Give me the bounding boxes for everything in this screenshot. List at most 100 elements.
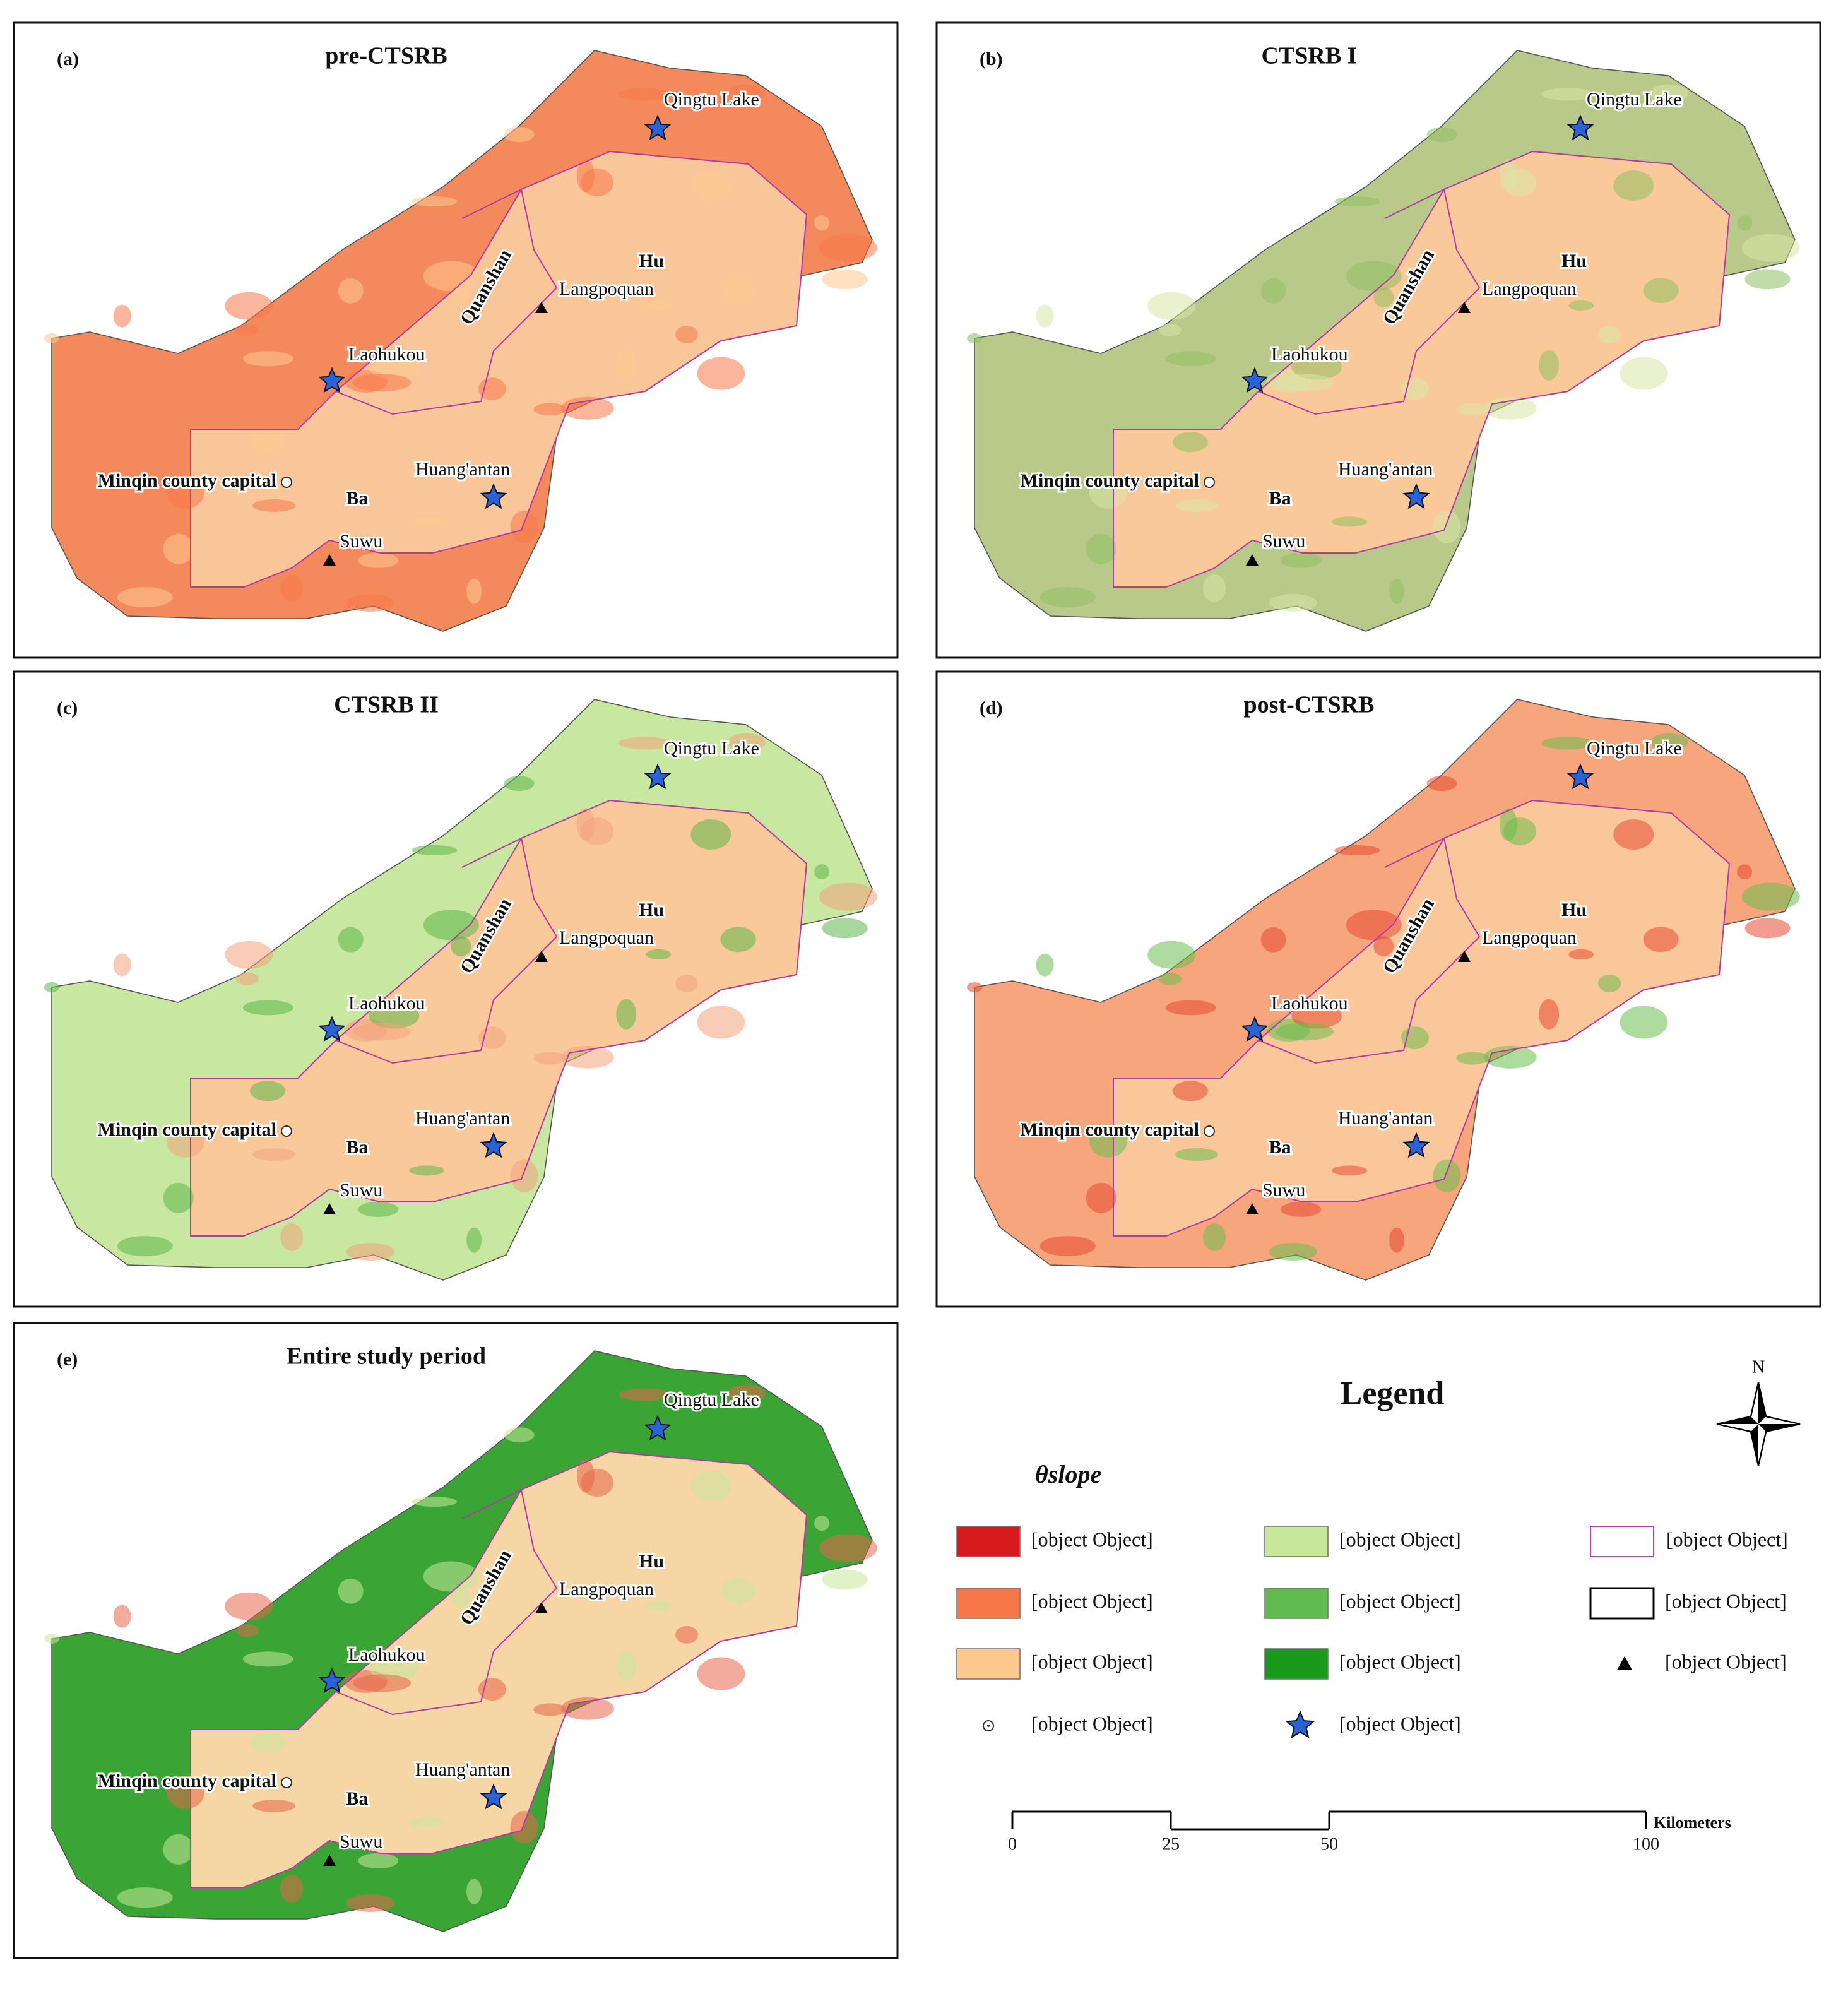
panel-label: (d) [980,698,1003,718]
legend-label: [object Object] [1339,1650,1461,1673]
place-label: Qingtu Lake [664,1389,759,1410]
irrigated-fill [1113,800,1729,1236]
texture-patch [1650,84,1688,102]
restoration-star [1241,1016,1269,1042]
irrigated-fill [1113,151,1729,587]
texture-patch [1456,1052,1490,1065]
texture-patch [235,323,259,336]
place-label: Qingtu Lake [1587,89,1682,110]
place-label: Laohukou [348,993,425,1014]
panel-title: CTSRB I [1262,43,1357,69]
legend-capital-dot [987,1725,990,1727]
texture-patch [1744,269,1791,290]
texture-patch [451,936,471,957]
texture-patch [1389,1227,1405,1253]
texture-patch [250,1081,286,1101]
region-label: Hu [1561,900,1587,920]
texture-patch [819,1534,877,1562]
texture-patch [967,982,982,992]
place-label: Qingtu Lake [1587,738,1682,759]
mountain [535,1602,548,1613]
texture-patch [358,552,399,568]
legend-mountain [1617,1656,1632,1670]
texture-patch [1426,776,1457,792]
texture-patch [412,1497,458,1507]
texture-patch [369,1003,420,1029]
texture-patch [619,737,672,750]
texture-patch [353,1023,412,1041]
scale-label: 0 [1008,1834,1017,1854]
texture-patch [1147,292,1196,320]
texture-patch [616,999,637,1030]
texture-patch [1173,1081,1209,1101]
map-panel: (e) Entire study period Qingtu Lake Hu Langp… [13,1322,899,1959]
mountain [1246,1203,1259,1214]
texture-patch [675,1625,699,1644]
texture-patch [727,84,766,102]
place-label: Langpoquan [1482,278,1577,299]
region-label: Ba [346,1137,368,1158]
texture-patch [1568,300,1594,311]
texture-patch [113,1605,131,1628]
scale-unit: Kilometers [1654,1814,1731,1832]
legend-swatch [1590,1526,1654,1557]
texture-patch [369,1654,420,1680]
texture-patch [1269,1242,1317,1261]
region-label: Ba [346,1788,368,1809]
texture-patch [1598,325,1621,343]
texture-patch [1373,287,1394,308]
place-label: Huang'antan [415,1759,510,1780]
panel-label: (a) [57,49,79,69]
legend-star [1285,1710,1315,1738]
texture-patch [619,88,672,101]
texture-patch [117,587,173,608]
texture-patch [225,292,273,320]
place-label: Huang'antan [415,1108,510,1129]
texture-patch [1620,357,1668,390]
texture-patch [1089,1124,1127,1158]
region-label: Hu [639,900,664,920]
region-label: Hu [1561,251,1587,271]
north-arrow-fill [1717,1382,1800,1466]
texture-patch [1203,1223,1226,1251]
texture-patch [533,1703,567,1716]
legend-swatch [1264,1588,1329,1619]
texture-patch [466,578,482,604]
restoration-star [480,1132,507,1158]
texture-patch [510,1159,538,1192]
texture-patch [814,215,830,231]
texture-patch [720,1578,756,1604]
texture-patch [44,982,59,992]
restoration-star [644,763,672,790]
region-label: Ba [346,488,368,509]
place-label: Suwu [340,531,382,552]
texture-patch [819,882,877,911]
texture-patch [1503,169,1537,197]
restoration-star [1567,114,1594,141]
quanshan-boundary [1258,188,1481,415]
texture-patch [697,1657,745,1690]
place-label: Langpoquan [559,1579,654,1600]
texture-patch [1089,475,1127,509]
region-label: Hu [639,1551,664,1572]
texture-patch [510,510,538,543]
irrigated-region [1113,799,1731,1237]
texture-patch [581,169,614,197]
texture-patch [581,817,614,846]
texture-patch [1291,354,1342,380]
texture-patch [346,593,394,612]
place-label: Qingtu Lake [664,89,759,110]
texture-patch [166,475,204,509]
texture-patch [242,351,293,367]
texture-patch [1650,733,1688,751]
texture-patch [280,1223,304,1251]
texture-patch [466,1227,482,1253]
place-label: Langpoquan [559,927,654,948]
legend-label: [object Object] [1031,1528,1153,1550]
mountain [535,951,548,962]
texture-patch [504,127,535,143]
place-label: Huang'antan [415,459,510,480]
